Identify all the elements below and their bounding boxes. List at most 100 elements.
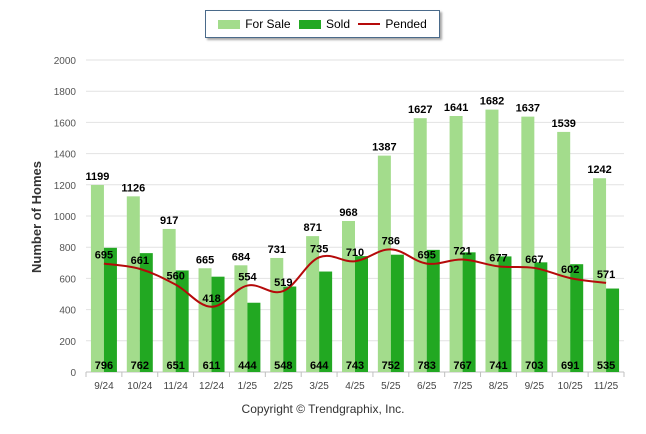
label-for-sale: 1637 <box>516 103 540 115</box>
bar-for-sale <box>234 265 248 372</box>
y-tick-label: 200 <box>59 337 76 348</box>
bar-sold <box>534 262 548 372</box>
label-pended: 560 <box>166 271 184 283</box>
legend-label-pended: Pended <box>385 17 427 31</box>
label-for-sale: 968 <box>339 207 357 219</box>
label-for-sale: 917 <box>160 215 178 227</box>
legend-item-sold[interactable]: Sold <box>298 17 350 31</box>
x-tick-label: 11/24 <box>164 381 189 392</box>
label-pended: 667 <box>525 254 543 266</box>
bar-sold <box>498 256 512 372</box>
legend-label-for-sale: For Sale <box>245 17 291 31</box>
legend-label-sold: Sold <box>325 17 350 31</box>
label-sold: 762 <box>131 360 149 372</box>
bar-for-sale <box>593 178 607 372</box>
x-tick-label: 3/25 <box>309 381 329 392</box>
label-sold: 651 <box>166 360 184 372</box>
label-pended: 695 <box>95 250 113 262</box>
label-pended: 519 <box>274 277 292 289</box>
bar-for-sale <box>557 131 571 372</box>
bar-sold <box>211 276 225 372</box>
label-for-sale: 1199 <box>85 171 109 183</box>
label-sold: 548 <box>274 360 292 372</box>
y-tick-label: 1400 <box>54 150 77 161</box>
bar-for-sale <box>342 220 355 372</box>
x-tick-label: 4/25 <box>345 381 365 392</box>
label-for-sale: 684 <box>232 251 251 263</box>
label-pended: 710 <box>346 247 364 259</box>
bar-sold <box>283 286 297 372</box>
x-tick-label: 2/25 <box>274 381 294 392</box>
label-for-sale: 1126 <box>121 182 145 194</box>
label-pended: 571 <box>597 269 615 281</box>
label-for-sale: 1627 <box>408 104 432 116</box>
bar-for-sale <box>306 236 320 372</box>
label-pended: 695 <box>418 250 436 262</box>
bar-sold <box>606 288 620 372</box>
label-sold: 644 <box>310 360 329 372</box>
label-sold: 783 <box>418 360 436 372</box>
bar-sold <box>103 247 117 372</box>
label-for-sale: 1539 <box>551 118 575 130</box>
y-axis-title: Number of Homes <box>29 161 44 273</box>
y-tick-label: 1600 <box>54 118 77 129</box>
label-sold: 703 <box>525 360 543 372</box>
label-for-sale: 665 <box>196 254 214 266</box>
label-pended: 418 <box>202 293 220 305</box>
legend-item-pended[interactable]: Pended <box>358 17 427 31</box>
x-tick-label: 10/24 <box>127 381 152 392</box>
label-sold: 691 <box>561 360 579 372</box>
pended-line-group <box>103 248 607 308</box>
bar-sold <box>319 271 333 372</box>
legend-swatch-for-sale <box>218 19 241 29</box>
label-sold: 741 <box>489 360 507 372</box>
x-tick-label: 12/24 <box>199 381 224 392</box>
bar-sold <box>462 252 476 372</box>
bar-sold <box>139 253 153 372</box>
x-axis: 9/24 10/24 11/24 12/24 1/25 2/25 3/25 4/25 5/25 6… <box>85 372 625 392</box>
label-sold: 444 <box>238 360 257 372</box>
label-for-sale: 871 <box>303 222 321 234</box>
label-pended: 677 <box>489 252 507 264</box>
label-for-sale: 1242 <box>587 164 611 176</box>
bar-for-sale <box>126 196 140 372</box>
bar-for-sale <box>449 116 463 372</box>
label-for-sale: 731 <box>268 244 286 256</box>
bar-sold <box>570 264 584 372</box>
label-for-sale: 1641 <box>444 102 468 114</box>
y-axis: 0 200 400 600 800 1000 1200 1400 1600 1800 2000 <box>54 56 77 379</box>
bar-for-sale <box>485 109 499 372</box>
bar-sold <box>426 249 440 372</box>
x-tick-label: 9/24 <box>94 381 114 392</box>
label-for-sale: 1387 <box>372 142 396 154</box>
x-tick-label: 10/25 <box>558 381 583 392</box>
x-tick-label: 9/25 <box>525 381 545 392</box>
label-for-sale: 1682 <box>480 96 504 108</box>
bar-for-sale <box>90 184 104 372</box>
data-labels: 1199 796 695 1126 762 661 917 651 560 665 611 418 68… <box>85 96 615 372</box>
bar-sold <box>175 270 189 372</box>
y-tick-label: 1000 <box>54 212 77 223</box>
legend-item-for-sale[interactable]: For Sale <box>218 17 291 31</box>
legend-swatch-pended <box>358 23 381 25</box>
y-tick-label: 2000 <box>54 56 77 67</box>
label-pended: 602 <box>561 264 579 276</box>
label-sold: 611 <box>203 360 221 372</box>
x-tick-label: 7/25 <box>453 381 473 392</box>
copyright-text: Copyright © Trendgraphix, Inc. <box>241 402 405 416</box>
x-tick-label: 6/25 <box>417 381 437 392</box>
bars <box>90 109 620 373</box>
x-tick-label: 5/25 <box>381 381 401 392</box>
y-tick-label: 600 <box>59 274 76 285</box>
legend-swatch-sold <box>298 19 321 29</box>
label-pended: 735 <box>310 243 328 255</box>
label-pended: 661 <box>131 255 149 267</box>
y-tick-label: 400 <box>59 306 76 317</box>
bar-for-sale <box>270 257 284 372</box>
label-sold: 796 <box>95 360 113 372</box>
y-tick-label: 1800 <box>54 87 77 98</box>
bar-sold <box>390 254 404 372</box>
bar-for-sale <box>377 155 391 372</box>
x-tick-label: 1/25 <box>238 381 258 392</box>
